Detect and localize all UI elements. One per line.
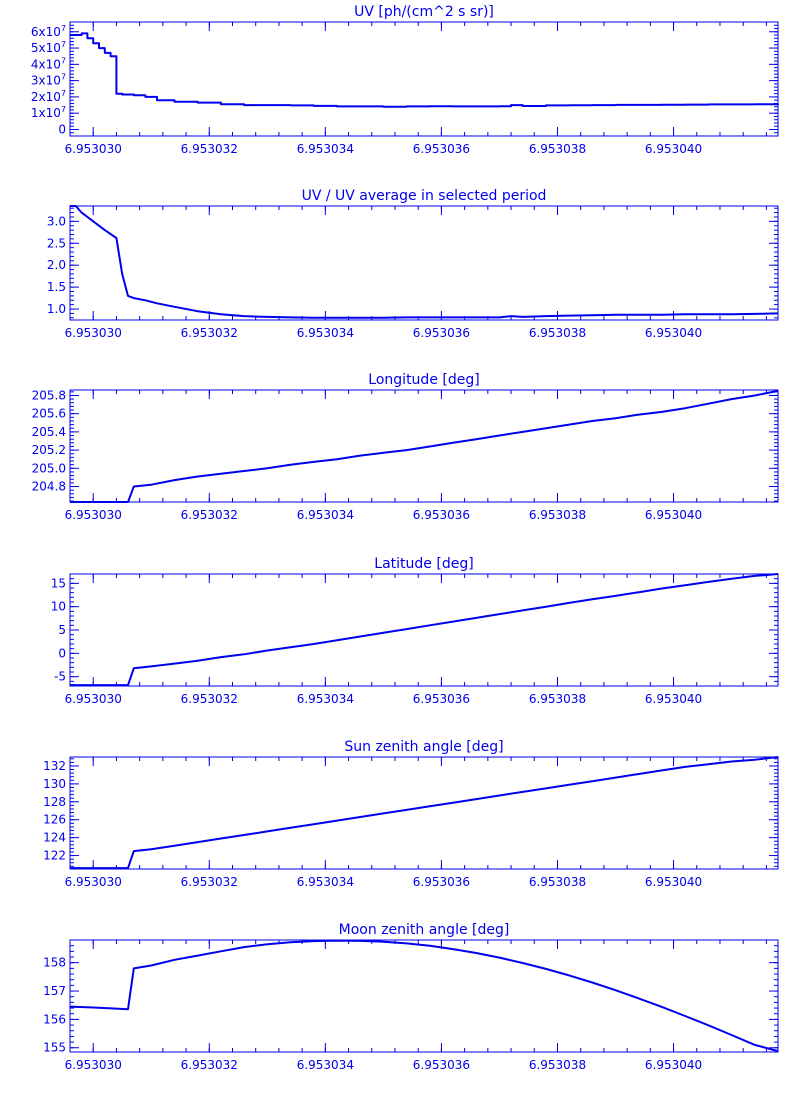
y-tick-label: 2.5 bbox=[47, 236, 66, 250]
x-tick-label: 6.953034 bbox=[297, 326, 354, 340]
y-tick-label: 130 bbox=[43, 777, 66, 791]
plot-frame bbox=[69, 573, 779, 687]
y-tick-label: 126 bbox=[43, 813, 66, 827]
chart-panel-6: Moon zenith angle [deg] 155 156 157 158 6.953… bbox=[43, 922, 779, 1072]
x-tick-label: 6.953030 bbox=[65, 508, 122, 522]
y-tick-label: -5 bbox=[54, 670, 66, 684]
chart-panel-3: Longitude [deg] 204.8 205.0 205.2 205.4 205.6… bbox=[32, 372, 779, 522]
y-tick-label: 128 bbox=[43, 795, 66, 809]
data-line bbox=[70, 205, 779, 319]
x-tick-label: 6.953040 bbox=[645, 326, 702, 340]
y-tick-label: 204.8 bbox=[32, 480, 66, 494]
x-tick-label: 6.953036 bbox=[413, 875, 470, 889]
x-tick-label: 6.953038 bbox=[529, 1058, 586, 1072]
chart-title: UV / UV average in selected period bbox=[302, 188, 547, 204]
x-tick-label: 6.953032 bbox=[181, 692, 238, 706]
x-tick-label: 6.953032 bbox=[181, 326, 238, 340]
x-tick-label: 6.953036 bbox=[413, 326, 470, 340]
chart-panel-4: Latitude [deg] -5 0 5 10 15 6.953030 6.953032 6.… bbox=[51, 556, 779, 706]
x-tick-label: 6.953038 bbox=[529, 692, 586, 706]
plot-frame bbox=[69, 205, 779, 321]
y-tick-label: 205.4 bbox=[32, 425, 66, 439]
y-tick-label: 3.0 bbox=[47, 214, 66, 228]
data-line bbox=[70, 32, 779, 108]
x-tick-label: 6.953038 bbox=[529, 508, 586, 522]
y-tick-label: 0 bbox=[58, 646, 66, 660]
y-tick-label: 15 bbox=[51, 576, 66, 590]
data-line bbox=[69, 939, 779, 1053]
x-tick-label: 6.953032 bbox=[181, 508, 238, 522]
y-tick-label: 5x107 bbox=[31, 40, 66, 55]
y-tick-label: 124 bbox=[43, 831, 66, 845]
data-line bbox=[70, 756, 779, 870]
x-tick-label: 6.953040 bbox=[645, 508, 702, 522]
y-tick-label: 2.0 bbox=[47, 258, 66, 272]
x-tick-label: 6.953034 bbox=[297, 142, 354, 156]
x-tick-label: 6.953036 bbox=[413, 692, 470, 706]
x-tick-label: 6.953030 bbox=[65, 1058, 122, 1072]
y-tick-label: 157 bbox=[43, 984, 66, 998]
y-tick-label: 0 bbox=[58, 122, 66, 136]
x-tick-label: 6.953036 bbox=[413, 1058, 470, 1072]
y-tick-label: 1.5 bbox=[47, 280, 66, 294]
y-tick-label: 205.6 bbox=[32, 407, 66, 421]
chart-title: Latitude [deg] bbox=[374, 556, 473, 572]
chart-title: Sun zenith angle [deg] bbox=[344, 739, 503, 755]
plot-frame bbox=[69, 939, 779, 1053]
x-tick-label: 6.953036 bbox=[413, 142, 470, 156]
x-tick-label: 6.953040 bbox=[645, 875, 702, 889]
chart-title: Moon zenith angle [deg] bbox=[339, 922, 510, 938]
y-tick-label: 1.0 bbox=[47, 302, 66, 316]
x-tick-label: 6.953036 bbox=[413, 508, 470, 522]
x-tick-label: 6.953030 bbox=[65, 875, 122, 889]
x-tick-label: 6.953034 bbox=[297, 875, 354, 889]
y-tick-label: 1x107 bbox=[31, 105, 66, 120]
x-tick-label: 6.953032 bbox=[181, 142, 238, 156]
y-tick-label: 3x107 bbox=[31, 73, 66, 88]
chart-panel-2: UV / UV average in selected period 1.0 1.5… bbox=[47, 188, 779, 340]
data-line bbox=[70, 389, 779, 503]
x-tick-label: 6.953030 bbox=[65, 142, 122, 156]
y-tick-label: 155 bbox=[43, 1041, 66, 1055]
x-tick-label: 6.953038 bbox=[529, 875, 586, 889]
y-tick-label: 6x107 bbox=[31, 24, 66, 39]
x-tick-label: 6.953034 bbox=[297, 508, 354, 522]
y-tick-label: 205.8 bbox=[32, 388, 66, 402]
plot-frame bbox=[69, 21, 779, 137]
x-tick-label: 6.953040 bbox=[645, 692, 702, 706]
x-tick-label: 6.953034 bbox=[297, 692, 354, 706]
x-tick-label: 6.953030 bbox=[65, 326, 122, 340]
x-tick-label: 6.953038 bbox=[529, 326, 586, 340]
chart-panel-5: Sun zenith angle [deg] 122 124 126 128 130 132… bbox=[43, 739, 779, 889]
plot-frame bbox=[69, 389, 779, 503]
y-tick-label: 2x107 bbox=[31, 89, 66, 104]
x-tick-label: 6.953034 bbox=[297, 1058, 354, 1072]
y-tick-label: 205.0 bbox=[32, 461, 66, 475]
y-tick-label: 158 bbox=[43, 956, 66, 970]
y-tick-label: 10 bbox=[51, 600, 66, 614]
plot-frame bbox=[69, 756, 779, 870]
chart-title: Longitude [deg] bbox=[368, 372, 479, 388]
x-tick-label: 6.953030 bbox=[65, 692, 122, 706]
x-tick-label: 6.953032 bbox=[181, 875, 238, 889]
y-tick-label: 156 bbox=[43, 1012, 66, 1026]
chart-title: UV [ph/(cm^2 s sr)] bbox=[354, 4, 494, 20]
y-tick-label: 122 bbox=[43, 849, 66, 863]
data-line bbox=[70, 573, 779, 687]
x-tick-label: 6.953040 bbox=[645, 1058, 702, 1072]
x-tick-label: 6.953038 bbox=[529, 142, 586, 156]
y-tick-label: 132 bbox=[43, 759, 66, 773]
y-tick-label: 205.2 bbox=[32, 443, 66, 457]
x-tick-label: 6.953040 bbox=[645, 142, 702, 156]
y-tick-label: 5 bbox=[58, 623, 66, 637]
y-tick-label: 4x107 bbox=[31, 56, 66, 71]
x-tick-label: 6.953032 bbox=[181, 1058, 238, 1072]
